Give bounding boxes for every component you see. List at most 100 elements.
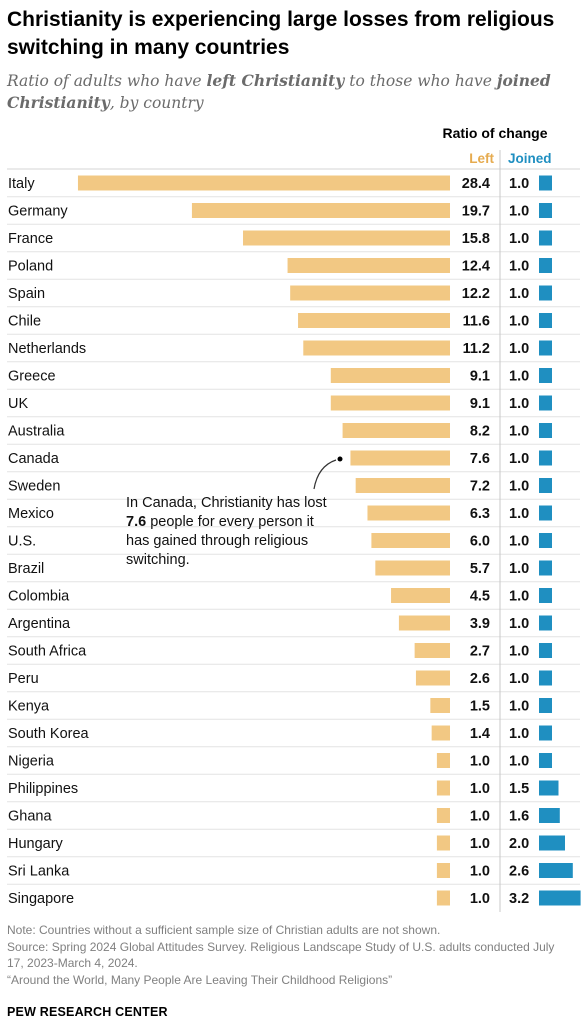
joined-value-label: 1.0 <box>509 396 529 412</box>
left-value-label: 8.2 <box>470 424 490 440</box>
left-value-label: 1.0 <box>470 781 490 797</box>
country-label: Spain <box>8 286 45 302</box>
joined-bar <box>539 395 552 411</box>
annotation-leader-line <box>313 459 337 490</box>
joined-value-label: 1.0 <box>509 369 529 385</box>
source-text: Source: Spring 2024 Global Attitudes Sur… <box>7 939 555 971</box>
canada-annotation: In Canada, Christianity has lost 7.6 peo… <box>126 494 331 570</box>
joined-value-label: 1.0 <box>509 589 529 605</box>
country-label: Canada <box>8 451 60 467</box>
joined-value-label: 1.0 <box>509 176 529 192</box>
left-bar <box>287 258 450 273</box>
joined-value-label: 1.0 <box>509 286 529 302</box>
chart-title: Christianity is experiencing large losse… <box>7 8 555 59</box>
left-value-label: 1.5 <box>470 699 490 715</box>
left-value-label: 2.7 <box>470 644 490 660</box>
country-label: U.S. <box>8 534 36 550</box>
joined-value-label: 1.0 <box>509 424 529 440</box>
left-bar <box>330 395 450 411</box>
left-bar <box>436 835 450 851</box>
country-label: Philippines <box>8 781 78 797</box>
joined-value-label: 1.0 <box>509 314 529 330</box>
left-bar <box>431 725 450 741</box>
left-bar <box>391 588 450 603</box>
pew-research-center-logo: PEW RESEARCH CENTER <box>7 1005 168 1019</box>
left-value-label: 3.9 <box>470 616 490 632</box>
left-value-label: 1.0 <box>470 836 490 852</box>
left-value-label: 9.1 <box>470 396 490 412</box>
left-value-label: 28.4 <box>462 176 490 192</box>
left-value-label: 12.2 <box>462 286 490 302</box>
joined-value-label: 1.0 <box>509 534 529 550</box>
joined-bar <box>539 890 581 906</box>
joined-value-label: 1.0 <box>509 231 529 247</box>
joined-value-label: 1.0 <box>509 204 529 220</box>
left-bar <box>367 505 450 521</box>
left-bar <box>436 753 450 768</box>
joined-bar <box>539 808 560 823</box>
country-label: South Africa <box>8 644 87 660</box>
joined-bar <box>539 285 552 301</box>
joined-bar <box>539 478 552 493</box>
left-value-label: 2.6 <box>470 671 490 687</box>
chart-notes: Note: Countries without a sufficient sam… <box>7 922 582 988</box>
left-bar <box>430 698 450 713</box>
country-label: South Korea <box>8 726 90 742</box>
country-label: Peru <box>8 671 39 687</box>
left-value-label: 1.0 <box>470 809 490 825</box>
chart-rows: Italy 28.4 1.0 Germany 19.7 1.0 France 15.8 1.0 P… <box>7 168 581 907</box>
subtitle-bold-joined: joined Christianity <box>7 71 551 112</box>
country-label: Hungary <box>8 836 64 852</box>
joined-value-label: 1.0 <box>509 699 529 715</box>
left-bar <box>398 615 450 631</box>
joined-bar <box>539 835 565 851</box>
joined-bar <box>539 450 552 466</box>
left-value-label: 7.6 <box>470 451 490 467</box>
country-label: Chile <box>8 314 41 330</box>
joined-value-label: 1.0 <box>509 754 529 770</box>
left-bar <box>375 560 450 576</box>
left-bar <box>350 450 450 466</box>
left-bar <box>298 313 450 328</box>
left-value-label: 4.5 <box>470 589 490 605</box>
subtitle-bold-left: left Christianity <box>206 71 345 90</box>
left-bar <box>371 533 450 548</box>
left-value-label: 6.0 <box>470 534 490 550</box>
joined-bar <box>539 560 552 576</box>
annotation-text-2: people for every person it has gained th… <box>126 514 314 568</box>
joined-bar <box>539 423 552 438</box>
left-value-label: 6.3 <box>470 506 490 522</box>
country-label: Sweden <box>8 479 60 495</box>
country-label: Netherlands <box>8 341 86 357</box>
country-label: Australia <box>8 424 65 440</box>
left-value-label: 1.0 <box>470 754 490 770</box>
joined-value-label: 2.0 <box>509 836 529 852</box>
left-value-label: 1.4 <box>470 726 490 742</box>
country-label: UK <box>8 396 28 412</box>
joined-bar <box>539 698 552 713</box>
joined-value-label: 1.0 <box>509 561 529 577</box>
annotation-dot <box>337 456 343 462</box>
left-value-label: 9.1 <box>470 369 490 385</box>
joined-bar <box>539 230 552 246</box>
joined-bar <box>539 643 552 658</box>
joined-value-label: 1.0 <box>509 644 529 660</box>
joined-bar <box>539 368 552 383</box>
joined-value-label: 1.0 <box>509 259 529 275</box>
left-value-label: 7.2 <box>470 479 490 495</box>
subtitle-text-1: Ratio of adults who have <box>7 72 207 90</box>
left-value-label: 5.7 <box>470 561 490 577</box>
joined-bar <box>539 203 552 218</box>
joined-value-label: 1.0 <box>509 451 529 467</box>
annotation-text-1: In Canada, Christianity has lost <box>126 495 327 511</box>
joined-value-label: 1.0 <box>509 726 529 742</box>
left-bar <box>342 423 450 438</box>
joined-bar <box>539 313 552 328</box>
ratio-of-change-header: Ratio of change <box>442 125 548 141</box>
joined-value-label: 1.0 <box>509 479 529 495</box>
country-label: Sri Lanka <box>8 864 70 880</box>
left-bar <box>415 670 450 686</box>
joined-bar <box>539 753 552 768</box>
left-column-header: Left <box>469 151 494 166</box>
joined-bar <box>539 725 552 741</box>
